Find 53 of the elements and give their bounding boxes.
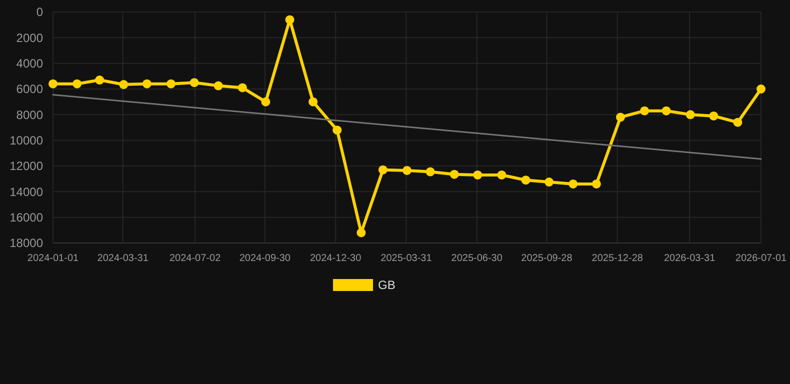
legend-label: GB — [378, 278, 396, 292]
point — [497, 170, 506, 180]
point — [142, 79, 152, 88]
x-tick-label: 2025-06-30 — [451, 253, 503, 264]
point — [686, 110, 695, 120]
point — [450, 170, 459, 179]
point — [238, 83, 247, 92]
x-tick-label: 2024-01-01 — [27, 253, 80, 264]
point — [48, 79, 58, 88]
point — [544, 178, 554, 187]
point — [616, 112, 625, 122]
x-tick-label: 2026-03-31 — [664, 253, 716, 264]
point — [190, 78, 199, 88]
point — [640, 106, 650, 116]
x-tick-label: 2025-09-28 — [521, 253, 573, 264]
point — [214, 81, 223, 90]
y-tick-label: 6000 — [16, 82, 44, 96]
y-tick-label: 16000 — [10, 210, 44, 225]
x-tick-label: 2024-09-30 — [239, 253, 291, 264]
point — [308, 97, 318, 106]
y-tick-label: 4000 — [16, 56, 44, 71]
y-tick-label: 8000 — [16, 108, 44, 122]
y-tick-label: 10000 — [10, 134, 44, 148]
point — [426, 167, 435, 176]
point — [733, 118, 742, 127]
point — [521, 176, 530, 185]
point — [568, 179, 578, 188]
point — [72, 79, 82, 88]
point — [285, 15, 294, 24]
point — [261, 97, 270, 106]
point — [473, 170, 482, 180]
x-tick-label: 2024-07-02 — [169, 253, 222, 264]
point — [356, 228, 366, 238]
point — [592, 179, 601, 188]
x-tick-label: 2025-03-31 — [380, 253, 432, 264]
y-tick-label: 18000 — [10, 236, 44, 250]
x-tick-label: 2024-03-31 — [97, 253, 149, 264]
point — [402, 166, 412, 175]
y-tick-label: 2000 — [16, 30, 44, 45]
point — [709, 111, 718, 120]
y-tick-label: 0 — [36, 5, 44, 20]
point — [756, 84, 766, 94]
x-tick-label: 2024-12-30 — [310, 253, 362, 264]
point — [119, 80, 128, 90]
y-tick-label: 14000 — [10, 184, 44, 199]
point — [166, 79, 176, 88]
point — [378, 165, 388, 174]
point — [95, 76, 104, 85]
y-tick-label: 12000 — [10, 159, 44, 174]
x-tick-label: 2026-07-01 — [735, 253, 788, 264]
point — [662, 106, 671, 116]
point — [332, 126, 342, 135]
x-tick-label: 2025-12-28 — [592, 253, 644, 264]
